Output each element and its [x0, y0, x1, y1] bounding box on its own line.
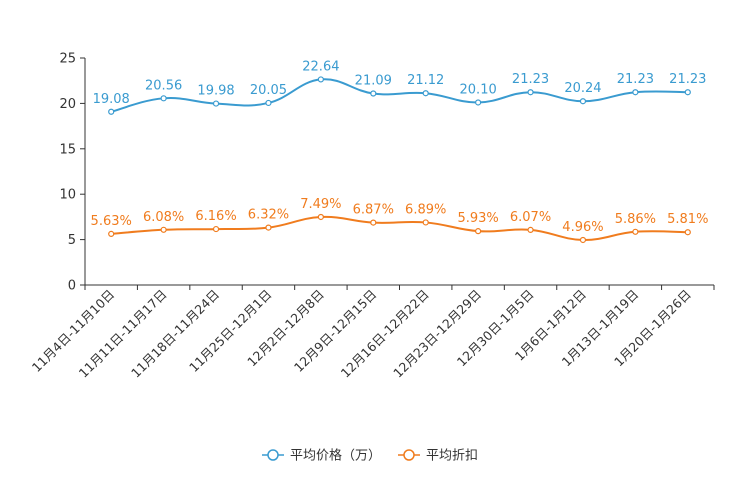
data-label: 21.23: [512, 72, 549, 87]
data-label: 21.23: [669, 72, 706, 87]
data-point[interactable]: [579, 236, 587, 244]
data-point[interactable]: [684, 229, 691, 236]
data-label: 6.32%: [248, 208, 289, 223]
data-label: 6.87%: [353, 203, 394, 218]
data-label: 5.86%: [615, 212, 656, 227]
x-tick-label: 11月18日-11月24日: [128, 287, 222, 381]
y-tick-label: 0: [68, 279, 76, 294]
data-point[interactable]: [212, 100, 220, 107]
data-label: 22.64: [302, 59, 339, 74]
data-label: 6.08%: [143, 210, 184, 225]
data-point[interactable]: [160, 95, 167, 102]
data-label: 6.89%: [405, 202, 446, 217]
data-point[interactable]: [475, 99, 482, 106]
x-tick-label: 11月11日-11月17日: [76, 287, 170, 381]
data-point[interactable]: [317, 76, 324, 83]
data-label: 5.63%: [91, 214, 132, 229]
data-point[interactable]: [265, 99, 272, 107]
data-point[interactable]: [684, 89, 691, 96]
series-line-1: [111, 215, 688, 241]
data-point[interactable]: [108, 230, 115, 237]
data-label: 20.56: [145, 78, 182, 93]
data-label: 20.24: [564, 81, 601, 96]
data-point[interactable]: [317, 213, 324, 221]
data-label: 6.07%: [510, 210, 551, 225]
data-label: 7.49%: [300, 197, 341, 212]
data-point[interactable]: [579, 98, 587, 105]
legend-item-0[interactable]: 平均价格（万）: [262, 448, 381, 464]
data-point[interactable]: [108, 108, 115, 115]
legend-marker-icon: [403, 449, 415, 461]
data-label: 20.05: [250, 83, 287, 98]
data-label: 6.16%: [195, 209, 236, 224]
data-point[interactable]: [527, 89, 534, 96]
data-label: 20.10: [460, 82, 497, 97]
x-tick-label: 12月23日-12月29日: [390, 287, 484, 381]
legend-item-1[interactable]: 平均折扣: [398, 449, 478, 464]
data-point[interactable]: [632, 228, 639, 235]
data-point[interactable]: [160, 226, 167, 233]
data-point[interactable]: [475, 228, 482, 235]
legend[interactable]: 平均价格（万） 平均折扣: [262, 448, 478, 464]
data-label: 21.12: [407, 73, 444, 88]
data-point[interactable]: [632, 89, 639, 96]
data-point[interactable]: [265, 224, 272, 231]
data-label: 5.81%: [667, 212, 708, 227]
data-label: 21.23: [617, 72, 654, 87]
series-line-0: [110, 78, 688, 113]
series-layer: [108, 76, 691, 244]
data-label: 19.98: [197, 84, 234, 99]
data-labels: 19.08 20.56 19.98 20.05 22.64 21.09 21.12 20.10…: [91, 59, 709, 235]
y-tick-label: 25: [59, 52, 76, 67]
data-label: 19.08: [93, 92, 130, 107]
data-point[interactable]: [370, 90, 377, 97]
y-tick-label: 5: [68, 233, 76, 248]
legend-marker-icon: [267, 449, 279, 461]
data-label: 4.96%: [562, 220, 603, 235]
data-point[interactable]: [212, 225, 220, 233]
data-label: 21.09: [355, 74, 392, 89]
y-tick-label: 20: [59, 97, 76, 112]
data-point[interactable]: [527, 226, 534, 233]
y-tick-label: 10: [59, 188, 76, 203]
data-point[interactable]: [370, 219, 377, 226]
data-point[interactable]: [422, 90, 429, 97]
y-tick-label: 15: [59, 142, 76, 157]
data-label: 5.93%: [457, 211, 498, 226]
legend-label: 平均折扣: [426, 449, 478, 464]
legend-label: 平均价格（万）: [290, 448, 381, 464]
data-point[interactable]: [422, 219, 429, 226]
x-tick-label: 12月16日-12月22日: [338, 287, 432, 381]
